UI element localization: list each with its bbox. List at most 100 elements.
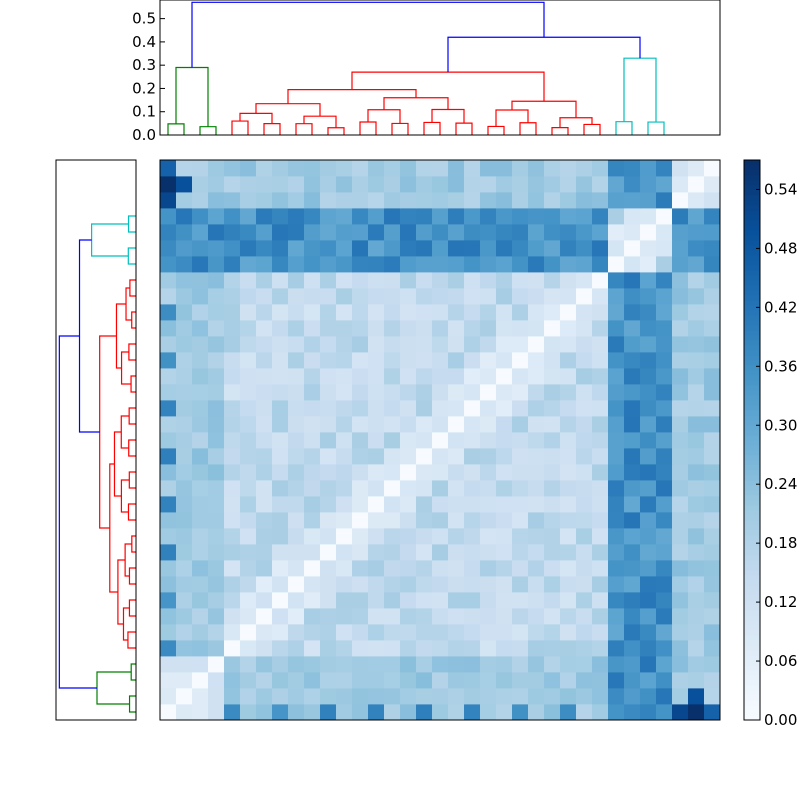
colorbar-segment bbox=[744, 190, 760, 196]
heatmap-cell bbox=[208, 240, 225, 257]
heatmap-cell bbox=[640, 624, 657, 641]
heatmap-cell bbox=[400, 528, 417, 545]
heatmap-cell bbox=[272, 608, 289, 625]
heatmap-cell bbox=[640, 304, 657, 321]
left-dendrogram-link bbox=[127, 215, 136, 233]
top-dendrogram-link bbox=[303, 115, 337, 128]
heatmap-cell bbox=[704, 240, 721, 257]
heatmap-cell bbox=[352, 656, 369, 673]
heatmap-cell bbox=[224, 704, 241, 721]
heatmap-cell bbox=[288, 160, 305, 177]
heatmap-cell bbox=[512, 208, 529, 225]
heatmap-cell bbox=[544, 240, 561, 257]
heatmap-cell bbox=[576, 352, 593, 369]
heatmap-cell bbox=[496, 272, 513, 289]
top-dendrogram-link bbox=[447, 36, 641, 73]
colorbar-segment bbox=[744, 675, 760, 681]
heatmap-cell bbox=[640, 544, 657, 561]
colorbar-segment bbox=[744, 170, 760, 176]
heatmap-cell bbox=[368, 704, 385, 721]
heatmap-cell bbox=[528, 512, 545, 529]
heatmap-cell bbox=[352, 272, 369, 289]
heatmap-cell bbox=[400, 640, 417, 657]
heatmap-cell bbox=[160, 352, 177, 369]
colorbar-segment bbox=[744, 315, 760, 321]
colorbar-segment bbox=[744, 465, 760, 471]
heatmap-cell bbox=[528, 688, 545, 705]
heatmap-cell bbox=[656, 560, 673, 577]
heatmap-cell bbox=[592, 480, 609, 497]
heatmap-cell bbox=[400, 384, 417, 401]
heatmap-cell bbox=[544, 480, 561, 497]
heatmap-cell bbox=[320, 336, 337, 353]
heatmap-cell bbox=[368, 624, 385, 641]
heatmap-cell bbox=[304, 384, 321, 401]
heatmap-cell bbox=[544, 304, 561, 321]
heatmap-cell bbox=[240, 384, 257, 401]
heatmap-cell bbox=[320, 272, 337, 289]
heatmap-cell bbox=[624, 416, 641, 433]
heatmap-cell bbox=[512, 640, 529, 657]
heatmap-cell bbox=[624, 624, 641, 641]
heatmap-cell bbox=[384, 544, 401, 561]
heatmap-cell bbox=[624, 640, 641, 657]
heatmap-cell bbox=[400, 544, 417, 561]
heatmap-cell bbox=[688, 560, 705, 577]
heatmap-cell bbox=[528, 288, 545, 305]
heatmap-cell bbox=[624, 272, 641, 289]
heatmap-cell bbox=[208, 640, 225, 657]
heatmap-cell bbox=[656, 640, 673, 657]
heatmap-cell bbox=[176, 496, 193, 513]
top-dendrogram-link bbox=[559, 117, 593, 128]
top-dendrogram-link bbox=[239, 112, 273, 124]
heatmap-cell bbox=[656, 240, 673, 257]
heatmap-cell bbox=[320, 512, 337, 529]
heatmap-cell bbox=[656, 336, 673, 353]
heatmap-cell bbox=[512, 704, 529, 721]
colorbar-segment bbox=[744, 375, 760, 381]
heatmap-cell bbox=[480, 592, 497, 609]
heatmap-cell bbox=[528, 544, 545, 561]
heatmap-cell bbox=[384, 480, 401, 497]
heatmap-cell bbox=[304, 256, 321, 273]
heatmap-cell bbox=[352, 560, 369, 577]
heatmap-cell bbox=[704, 272, 721, 289]
heatmap-cell bbox=[368, 576, 385, 593]
heatmap-cell bbox=[160, 256, 177, 273]
colorbar-segment bbox=[744, 345, 760, 351]
heatmap-cell bbox=[448, 496, 465, 513]
heatmap-cell bbox=[208, 416, 225, 433]
colorbar-segment bbox=[744, 505, 760, 511]
heatmap-cell bbox=[704, 288, 721, 305]
heatmap-cell bbox=[432, 336, 449, 353]
heatmap-cell bbox=[704, 224, 721, 241]
heatmap-cell bbox=[176, 656, 193, 673]
heatmap-cell bbox=[192, 656, 209, 673]
heatmap-cell bbox=[208, 160, 225, 177]
heatmap-cell bbox=[336, 544, 353, 561]
heatmap-cell bbox=[432, 704, 449, 721]
heatmap-cell bbox=[672, 512, 689, 529]
heatmap-cell bbox=[256, 224, 273, 241]
heatmap-cell bbox=[160, 480, 177, 497]
heatmap-cell bbox=[304, 272, 321, 289]
heatmap-cell bbox=[704, 656, 721, 673]
heatmap-cell bbox=[448, 192, 465, 209]
colorbar-segment bbox=[744, 305, 760, 311]
heatmap-cell bbox=[688, 160, 705, 177]
heatmap-cell bbox=[528, 528, 545, 545]
heatmap-cell bbox=[448, 160, 465, 177]
heatmap-cell bbox=[432, 528, 449, 545]
heatmap-cell bbox=[400, 432, 417, 449]
heatmap-cell bbox=[624, 368, 641, 385]
heatmap-cell bbox=[432, 416, 449, 433]
top-dendrogram-link bbox=[263, 123, 281, 135]
heatmap-cell bbox=[496, 160, 513, 177]
heatmap-cell bbox=[496, 400, 513, 417]
heatmap-cell bbox=[400, 576, 417, 593]
heatmap-cell bbox=[384, 288, 401, 305]
heatmap-cell bbox=[176, 640, 193, 657]
heatmap-cell bbox=[640, 352, 657, 369]
heatmap-cell bbox=[448, 656, 465, 673]
